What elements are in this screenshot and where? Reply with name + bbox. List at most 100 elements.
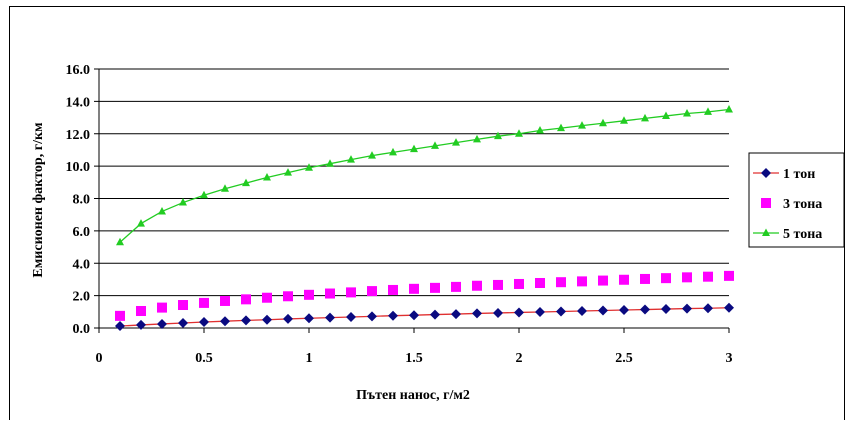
- series-3-point: [452, 138, 460, 146]
- series-1-point: [430, 309, 440, 320]
- series-3-point: [305, 163, 313, 171]
- series-3-point: [242, 178, 250, 187]
- series-1-point: [703, 303, 713, 314]
- series-1-point: [178, 317, 188, 328]
- series-3-point: [347, 155, 355, 163]
- series-1-point: [283, 313, 293, 324]
- series-1-point: [325, 312, 335, 323]
- series-1-point: [619, 305, 629, 316]
- series-2-point: [598, 275, 608, 286]
- series-2-point: [619, 274, 629, 285]
- series-2-point: [346, 287, 356, 298]
- y-tick-label: 4.0: [73, 257, 91, 272]
- series-2-point: [472, 280, 482, 291]
- series-2-point: [157, 302, 167, 313]
- series-2-point: [115, 310, 125, 321]
- series-1-point: [136, 319, 146, 330]
- series-2-point: [241, 294, 251, 305]
- series-2-point: [367, 286, 377, 297]
- y-tick-label: 8.0: [73, 193, 91, 208]
- series-2-point: [451, 281, 461, 292]
- series-1-point: [262, 314, 272, 325]
- series-1-point: [514, 307, 524, 318]
- x-tick-label: 0: [96, 351, 103, 366]
- series-3-point: [326, 159, 334, 167]
- y-axis-title: Емисионен фактор, г/км: [31, 122, 46, 278]
- legend-entry-1: 1 тон: [753, 167, 815, 182]
- series-3-point: [578, 121, 586, 129]
- series-2-point: [640, 273, 650, 284]
- chart-frame: 0.0 2.0 4.0 6.0 8.0 10.0 12.0 14.0 16.0 0 0.5 1 1.5…: [9, 6, 845, 420]
- series-3-point: [683, 109, 691, 117]
- series-2-point: [325, 288, 335, 299]
- series-1-point: [199, 317, 209, 328]
- series-2-point: [724, 270, 734, 281]
- series-3-point: [494, 131, 502, 140]
- legend-entry-3: 5 тона: [753, 227, 822, 242]
- legend-entry-2: 3 тона: [761, 197, 822, 212]
- series-1-point: [241, 315, 251, 326]
- y-tick-label: 2.0: [73, 290, 91, 305]
- series-1-point: [115, 321, 125, 332]
- y-tick-label: 0.0: [73, 322, 91, 337]
- axes: [94, 68, 730, 333]
- x-tick-label: 1: [306, 351, 313, 366]
- series-1-point: [472, 308, 482, 319]
- series-1-point: [367, 311, 377, 322]
- series-3-line: [119, 108, 730, 243]
- series-2-point: [409, 283, 419, 294]
- plot-area: [115, 104, 734, 332]
- series-3-point: [620, 116, 628, 124]
- series-2-point: [283, 291, 293, 302]
- legend-label: 1 тон: [783, 167, 815, 182]
- x-tick-label: 3: [726, 351, 733, 366]
- series-1-point: [682, 303, 692, 314]
- series-1-line: [119, 307, 730, 327]
- series-3-point: [473, 134, 481, 143]
- series-3-point: [431, 141, 439, 149]
- series-1-point: [157, 318, 167, 329]
- series-1-point: [220, 316, 230, 327]
- series-3-point: [179, 198, 187, 206]
- series-3-point: [704, 107, 712, 115]
- legend-marker: [761, 198, 771, 208]
- y-tick-label: 16.0: [66, 63, 91, 78]
- series-3-point: [158, 206, 166, 215]
- series-1-point: [598, 305, 608, 316]
- legend-label: 3 тона: [783, 197, 822, 212]
- legend-marker: [761, 168, 771, 178]
- series-2-point: [493, 279, 503, 290]
- series-3-point: [221, 184, 229, 192]
- series-2-point: [703, 271, 713, 282]
- series-3-point: [410, 144, 418, 153]
- legend-label: 5 тона: [783, 227, 822, 242]
- series-1-point: [388, 310, 398, 321]
- series-2: [115, 270, 734, 321]
- series-3-point: [557, 123, 565, 132]
- series-3-point: [641, 113, 649, 122]
- x-tick-label: 2: [516, 351, 523, 366]
- series-1-point: [640, 304, 650, 315]
- emission-chart: 0.0 2.0 4.0 6.0 8.0 10.0 12.0 14.0 16.0 0 0.5 1 1.5…: [31, 63, 844, 403]
- series-1-point: [409, 310, 419, 321]
- series-1-point: [724, 302, 734, 313]
- y-tick-label: 12.0: [66, 128, 91, 143]
- gridlines: [99, 68, 729, 297]
- x-tick-labels: 0 0.5 1 1.5 2 2.5 3: [96, 351, 733, 366]
- series-1-point: [346, 311, 356, 322]
- series-2-point: [388, 284, 398, 295]
- series-3-point: [662, 111, 670, 119]
- legend-marker: [762, 228, 770, 236]
- x-tick-label: 0.5: [195, 351, 213, 366]
- series-2-point: [535, 277, 545, 288]
- series-1-point: [535, 306, 545, 317]
- series-3-point: [599, 118, 607, 127]
- series-3-point: [389, 147, 397, 156]
- series-2-point: [304, 289, 314, 300]
- x-axis-title: Пътен нанос, г/м2: [356, 388, 470, 403]
- series-1-point: [493, 307, 503, 318]
- series-3-point: [116, 237, 124, 246]
- series-2-point: [178, 300, 188, 311]
- series-3-point: [263, 172, 271, 181]
- series-1-point: [577, 306, 587, 317]
